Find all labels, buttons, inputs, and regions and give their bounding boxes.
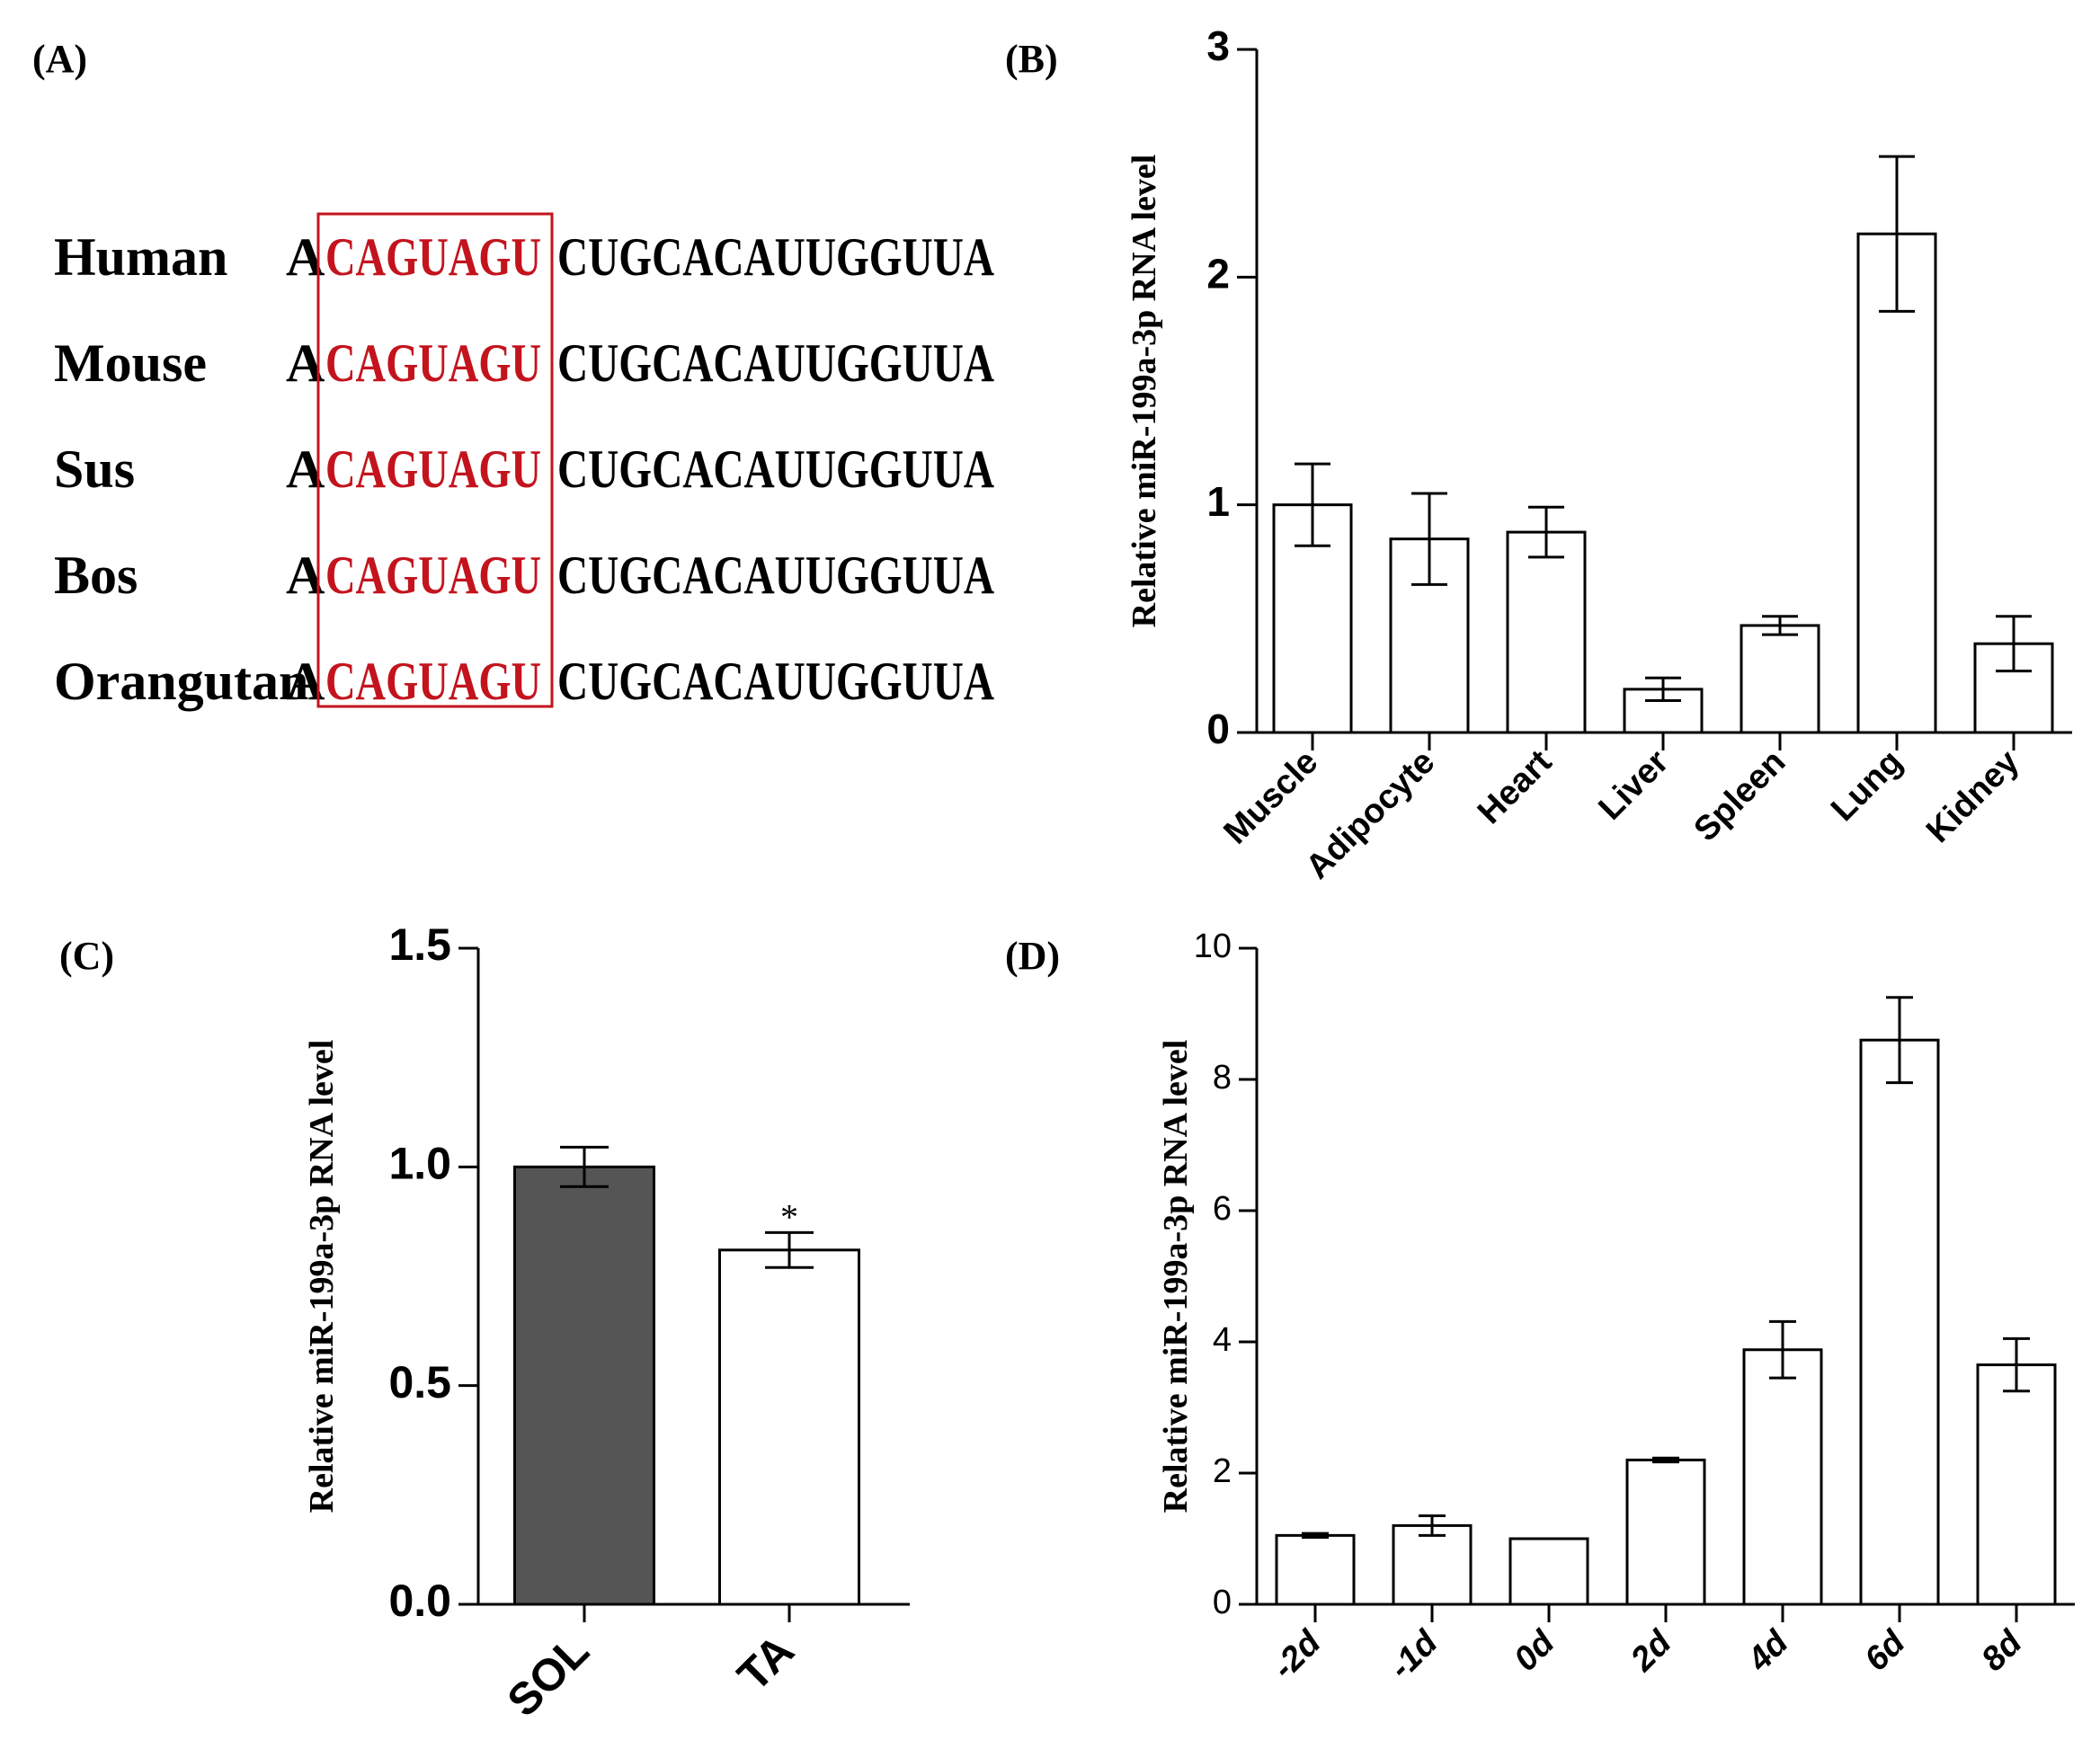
y-tick-label: 1.5	[388, 919, 451, 970]
y-axis-label: Relative miR-199a-3p RNA level	[1157, 1040, 1195, 1514]
y-tick-label: 10	[1194, 928, 1232, 965]
bar	[1856, 232, 1937, 734]
y-tick-label: 0	[1213, 1584, 1232, 1621]
seed-highlight-box	[316, 212, 554, 708]
x-tick-label: 6d	[1857, 1623, 1913, 1679]
panel-b-label: (B)	[1005, 37, 1058, 81]
bar	[1742, 1348, 1823, 1606]
alignment-row: Human A CAGUAGU CUGCACAUUGGUUA	[54, 227, 994, 287]
alignment-row: Mouse A CAGUAGU CUGCACAUUGGUUA	[54, 333, 994, 393]
chart-c-muscle-type-expression: 0.0 0.5 1.0 1.5 Relative miR-199a-3p RNA lev…	[303, 919, 910, 1726]
x-tick-label: Heart	[1471, 742, 1560, 831]
y-tick-label: 1	[1206, 478, 1230, 525]
y-tick-label: 1.0	[388, 1139, 451, 1189]
bar	[1392, 1523, 1473, 1606]
bar	[1859, 1038, 1940, 1606]
y-axis-label: Relative miR-199a-3p RNA level	[1126, 155, 1163, 628]
bar	[1625, 1458, 1706, 1606]
x-tick-label: Kidney	[1919, 743, 2026, 850]
seed-sequence: CAGUAGU	[325, 546, 541, 605]
sequence-rest: CUGCACAUUGGUUA	[557, 227, 994, 287]
x-tick-label: 8d	[1974, 1623, 2030, 1679]
species-label: Orangutan	[54, 652, 308, 711]
x-tick-label: Spleen	[1687, 743, 1793, 849]
sequence-rest: CUGCACAUUGGUUA	[557, 652, 994, 711]
panel-c-label: (C)	[59, 934, 114, 978]
bar	[1275, 1533, 1356, 1606]
y-tick-label: 0	[1206, 706, 1230, 752]
seed-sequence: CAGUAGU	[325, 227, 541, 287]
x-tick-label: TA	[728, 1625, 804, 1700]
panel-d-label: (D)	[1005, 934, 1060, 978]
y-tick-label: 0.5	[388, 1357, 451, 1407]
y-tick-label: 6	[1213, 1190, 1232, 1228]
species-label: Sus	[54, 440, 135, 499]
x-tick-label: 0d	[1507, 1623, 1562, 1679]
sequence-rest: CUGCACAUUGGUUA	[557, 333, 994, 393]
alignment-row: Orangutan A CAGUAGU CUGCACAUUGGUUA	[54, 652, 994, 711]
bar	[718, 1248, 860, 1606]
chart-d-differentiation-time-course: 0 2 4 6 8 10 Relative miR-199a-3p RNA level -2d…	[1157, 928, 2075, 1687]
x-tick-label: SOL	[497, 1625, 598, 1726]
y-tick-label: 3	[1206, 22, 1230, 69]
significance-marker: *	[780, 1196, 798, 1237]
species-label: Bos	[54, 546, 138, 605]
x-tick-label: -1d	[1382, 1623, 1446, 1687]
alignment-row: Bos A CAGUAGU CUGCACAUUGGUUA	[54, 546, 994, 605]
x-tick-label: 4d	[1740, 1623, 1796, 1679]
y-tick-label: 2	[1206, 250, 1230, 297]
bar	[513, 1165, 655, 1606]
chart-b-tissue-expression: 0 1 2 3 Relative miR-199a-3p RNA level Muscle…	[1126, 22, 2072, 886]
y-tick-label: 2	[1213, 1452, 1232, 1490]
bar	[1506, 530, 1587, 734]
y-tick-label: 8	[1213, 1059, 1232, 1097]
species-label: Mouse	[54, 333, 207, 393]
bar	[1740, 624, 1820, 734]
seed-sequence: CAGUAGU	[325, 652, 541, 711]
alignment-row: Sus A CAGUAGU CUGCACAUUGGUUA	[54, 440, 994, 499]
species-label: Human	[54, 227, 227, 287]
sequence-rest: CUGCACAUUGGUUA	[557, 440, 994, 499]
y-axis-label: Relative miR-199a-3p RNA level	[303, 1040, 341, 1514]
y-tick-label: 4	[1213, 1321, 1232, 1359]
x-tick-label: Adipocyte	[1299, 743, 1443, 887]
sequence-alignment: Human A CAGUAGU CUGCACAUUGGUUA Mouse A C…	[54, 212, 994, 711]
x-tick-label: Lung	[1824, 743, 1909, 829]
y-tick-label: 0.0	[388, 1576, 451, 1626]
seed-sequence: CAGUAGU	[325, 333, 541, 393]
bar	[1976, 1363, 2057, 1606]
seed-sequence: CAGUAGU	[325, 440, 541, 499]
bar	[1508, 1537, 1589, 1606]
x-tick-label: 2d	[1624, 1623, 1679, 1679]
x-tick-label: Liver	[1591, 743, 1676, 828]
x-tick-label: Muscle	[1217, 743, 1326, 852]
x-tick-label: -2d	[1265, 1623, 1329, 1687]
panel-a-label: (A)	[32, 37, 87, 81]
sequence-rest: CUGCACAUUGGUUA	[557, 546, 994, 605]
